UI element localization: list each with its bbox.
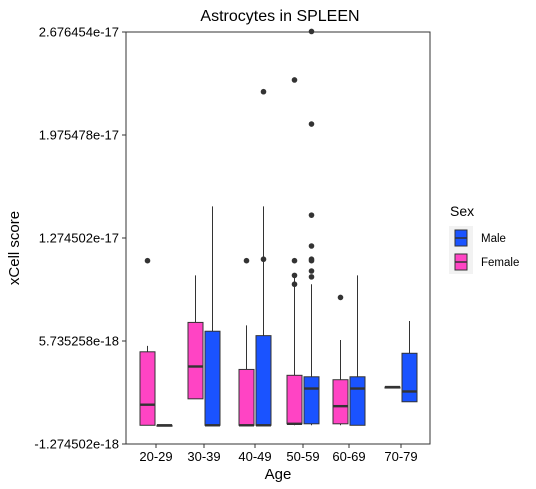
x-axis-title: Age: [265, 466, 292, 483]
box-male-40-49: [255, 88, 272, 427]
legend-items: Male Female: [449, 226, 519, 274]
outlier-point: [291, 281, 298, 288]
legend-item-male: Male: [449, 226, 506, 250]
x-tick-label: 40-49: [238, 449, 271, 464]
box-female-40-49: [238, 257, 255, 427]
box-male-20-29: [156, 424, 173, 427]
outlier-point: [308, 268, 315, 274]
box-body: [139, 351, 156, 426]
box-male-60-69: [349, 275, 366, 426]
y-tick-label: 5.735258e-18: [39, 334, 119, 349]
box-female-50-59: [286, 77, 303, 426]
outlier-point: [291, 257, 298, 264]
outlier-point: [308, 212, 315, 218]
legend-label: Male: [481, 233, 506, 245]
box-layer: [139, 28, 418, 427]
x-tick-label: 30-39: [187, 449, 220, 464]
outlier-point: [308, 121, 315, 127]
outlier-point: [291, 77, 298, 83]
legend: Sex Male Female: [449, 203, 519, 274]
outlier-point: [308, 274, 315, 280]
outlier-point: [308, 243, 315, 249]
y-axis-title: xCell score: [6, 211, 23, 285]
y-tick-label: 1.274502e-17: [39, 230, 119, 245]
legend-label: Female: [481, 257, 519, 269]
outlier-point: [260, 88, 267, 95]
box-female-60-69: [332, 294, 349, 426]
outlier-point: [260, 256, 267, 263]
box-body: [187, 321, 204, 400]
chart-title: Astrocytes in SPLEEN: [200, 8, 359, 25]
y-tick-label: 1.975478e-17: [39, 128, 119, 143]
box-male-50-59: [303, 28, 320, 426]
x-axis: 20-29 30-39 40-49 50-59 60-69 70-79: [139, 444, 418, 464]
x-tick-label: 20-29: [139, 449, 172, 464]
x-tick-label: 70-79: [384, 449, 417, 464]
y-axis: -1.274502e-18 5.735258e-18 1.274502e-17 1.9…: [34, 25, 126, 452]
box-body: [401, 352, 418, 403]
box-body: [332, 379, 349, 425]
outlier-point: [308, 28, 315, 35]
box-female-20-29: [139, 257, 156, 426]
outlier-point: [243, 257, 250, 264]
y-tick-label: -1.274502e-18: [34, 437, 119, 452]
box-male-70-79: [401, 320, 418, 403]
x-tick-label: 60-69: [332, 449, 365, 464]
outlier-point: [308, 256, 315, 263]
plot-panel: [125, 31, 431, 445]
box-female-30-39: [187, 275, 204, 400]
box-male-30-39: [204, 206, 221, 427]
box-female-70-79: [384, 385, 401, 389]
box-body: [349, 376, 366, 426]
outlier-point: [337, 294, 344, 301]
legend-item-female: Female: [449, 250, 519, 274]
box-body: [238, 368, 255, 426]
box-body: [286, 374, 303, 425]
box-body: [255, 335, 272, 426]
box-body: [204, 330, 221, 426]
x-tick-label: 50-59: [286, 449, 319, 464]
outlier-point: [144, 257, 151, 264]
box-body: [303, 376, 320, 425]
legend-title: Sex: [450, 203, 474, 219]
outlier-point: [291, 272, 298, 279]
y-tick-label: 2.676454e-17: [39, 25, 119, 40]
